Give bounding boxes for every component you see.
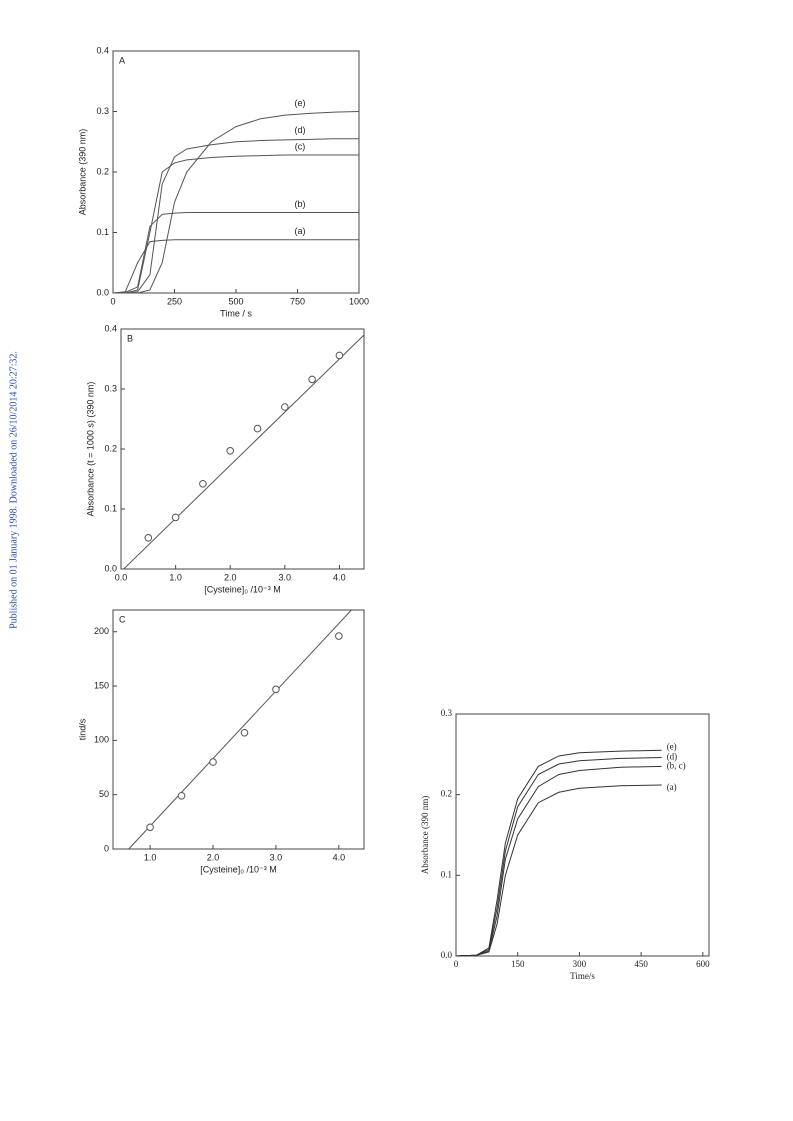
y-tick-label: 200 xyxy=(94,626,109,636)
x-tick-label: 150 xyxy=(511,959,525,969)
curve xyxy=(112,212,359,294)
data-point xyxy=(335,632,343,640)
x-tick-label: 2.0 xyxy=(207,852,220,862)
curve-label: (d) xyxy=(294,125,305,135)
y-tick-label: 0.3 xyxy=(96,106,109,116)
x-axis-label: Time / s xyxy=(220,308,252,318)
y-tick-label: 0.1 xyxy=(96,227,109,237)
y-tick-label: 0.2 xyxy=(96,166,109,176)
data-point xyxy=(199,480,207,488)
data-point xyxy=(240,728,249,737)
y-tick-label: 0.2 xyxy=(104,443,117,453)
fit-line xyxy=(128,609,352,850)
y-tick-label: 0.3 xyxy=(441,708,453,718)
curve xyxy=(455,784,662,957)
x-tick-label: 0.0 xyxy=(115,572,128,582)
curve xyxy=(455,757,662,957)
x-tick-label: 0 xyxy=(454,959,459,969)
y-tick-label: 0.0 xyxy=(96,287,109,297)
curve-label: (b) xyxy=(294,199,305,209)
x-tick-label: 250 xyxy=(167,296,182,306)
download-note: Published on 01 January 1998. Downloaded… xyxy=(8,351,19,629)
fit-line xyxy=(123,334,365,570)
curve-label: (a) xyxy=(294,226,305,236)
y-tick-label: 0 xyxy=(104,843,109,853)
y-axis-label: tind/s xyxy=(77,718,87,740)
curve-label: (e) xyxy=(667,741,677,751)
y-tick-label: 0.0 xyxy=(441,950,453,960)
curve xyxy=(113,154,359,294)
data-point xyxy=(253,424,262,433)
y-axis-label: Absorbance (t = 1000 s) (390 nm) xyxy=(85,382,95,517)
x-tick-label: 1.0 xyxy=(144,852,157,862)
x-tick-label: 4.0 xyxy=(333,852,346,862)
panel-label: C xyxy=(119,614,126,624)
plot-frame xyxy=(120,328,365,570)
data-point xyxy=(281,403,289,411)
x-tick-label: 600 xyxy=(696,959,710,969)
x-tick-label: 2.0 xyxy=(224,572,237,582)
data-point xyxy=(272,685,280,694)
panel-label: A xyxy=(119,55,125,65)
y-tick-label: 0.2 xyxy=(441,789,452,799)
y-tick-label: 0.4 xyxy=(104,323,117,333)
curve-label: (c) xyxy=(295,141,306,151)
curve xyxy=(455,749,662,957)
curve xyxy=(455,765,662,957)
x-tick-label: 3.0 xyxy=(270,852,283,862)
x-tick-label: 4.0 xyxy=(333,572,346,582)
data-point xyxy=(308,375,316,384)
data-point xyxy=(146,823,154,832)
x-axis-label: Time/s xyxy=(570,971,595,981)
x-tick-label: 450 xyxy=(634,959,648,969)
curve xyxy=(113,138,359,294)
y-tick-label: 0.3 xyxy=(104,383,117,393)
plot-frame xyxy=(112,50,360,294)
y-tick-label: 0.4 xyxy=(96,45,109,55)
curve xyxy=(113,111,360,294)
y-tick-label: 150 xyxy=(94,680,109,690)
data-point xyxy=(209,758,217,766)
data-point xyxy=(177,791,186,800)
plot-frame xyxy=(455,713,710,957)
x-tick-label: 1000 xyxy=(349,296,369,306)
y-tick-label: 0.1 xyxy=(104,503,117,513)
data-point xyxy=(171,513,180,522)
panel-label: B xyxy=(127,333,133,343)
x-tick-label: 750 xyxy=(290,296,305,306)
plot-frame xyxy=(112,609,365,850)
data-point xyxy=(335,351,344,360)
x-tick-label: 3.0 xyxy=(279,572,292,582)
x-axis-label: [Cysteine]₀ /10⁻³ M xyxy=(200,864,277,874)
x-tick-label: 500 xyxy=(228,296,243,306)
x-tick-label: 0 xyxy=(110,296,115,306)
curve xyxy=(112,239,359,294)
curve-label: (a) xyxy=(667,782,677,792)
curve-label: (b, c) xyxy=(667,760,686,770)
data-point xyxy=(144,534,153,542)
y-tick-label: 100 xyxy=(94,735,109,745)
y-tick-label: 50 xyxy=(99,789,109,799)
y-tick-label: 0.0 xyxy=(104,563,117,573)
y-axis-label: Absorbance (390 nm) xyxy=(77,129,87,216)
curve-label: (d) xyxy=(667,752,678,762)
y-tick-label: 0.1 xyxy=(441,869,452,879)
data-point xyxy=(226,447,235,455)
x-axis-label: [Cysteine]₀ /10⁻³ M xyxy=(204,584,281,594)
x-tick-label: 1.0 xyxy=(169,572,182,582)
curve-label: (e) xyxy=(294,98,305,108)
y-axis-label: Absorbance (390 nm) xyxy=(420,796,430,874)
x-tick-label: 300 xyxy=(573,959,587,969)
